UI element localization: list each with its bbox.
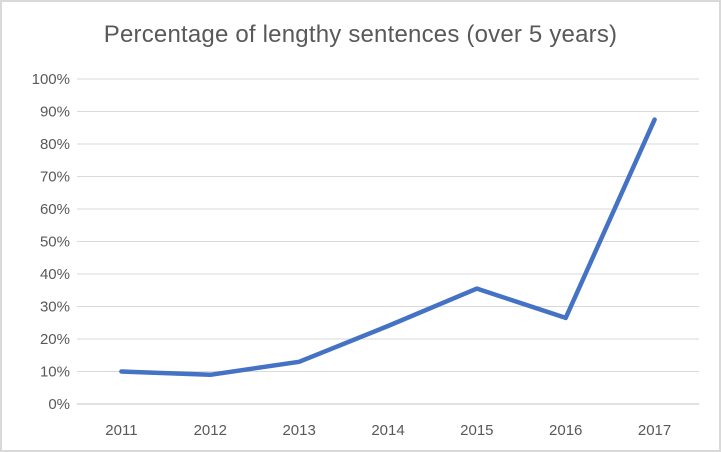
y-tick-label: 20% — [40, 331, 70, 348]
x-tick-label: 2012 — [194, 422, 227, 439]
x-tick-label: 2015 — [460, 422, 493, 439]
y-tick-label: 0% — [48, 396, 70, 413]
y-tick-label: 90% — [40, 104, 70, 121]
x-tick-label: 2011 — [105, 422, 137, 439]
x-tick-label: 2017 — [638, 422, 671, 439]
y-tick-label: 40% — [40, 266, 70, 283]
x-tick-label: 2016 — [549, 422, 582, 439]
y-tick-label: 80% — [40, 136, 70, 153]
x-tick-label: 2014 — [371, 422, 404, 439]
y-tick-label: 50% — [40, 234, 70, 251]
data-line-series — [119, 117, 657, 378]
y-tick-label: 10% — [40, 364, 70, 381]
y-tick-label: 70% — [40, 169, 70, 186]
x-tick-label: 2013 — [282, 422, 315, 439]
y-tick-label: 100% — [32, 71, 70, 88]
y-tick-label: 60% — [40, 201, 70, 218]
y-tick-label: 30% — [40, 299, 70, 316]
